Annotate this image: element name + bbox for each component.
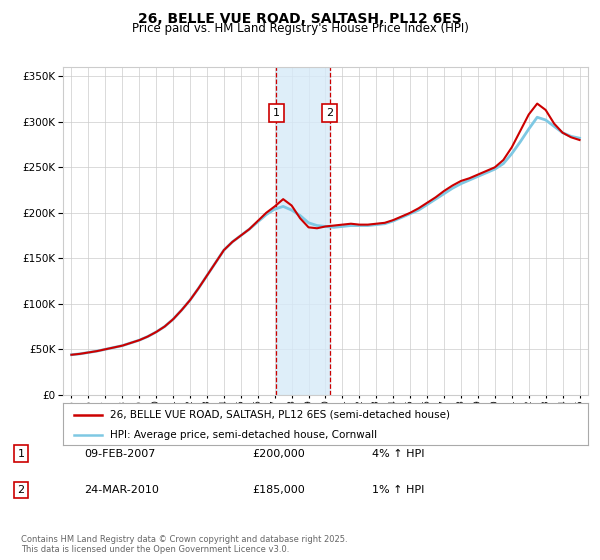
Text: £200,000: £200,000 (252, 449, 305, 459)
Text: 1: 1 (17, 449, 25, 459)
Text: 1% ↑ HPI: 1% ↑ HPI (372, 485, 424, 495)
Text: 4% ↑ HPI: 4% ↑ HPI (372, 449, 425, 459)
Text: Price paid vs. HM Land Registry's House Price Index (HPI): Price paid vs. HM Land Registry's House … (131, 22, 469, 35)
Bar (277, 67, 330, 395)
Text: 24-MAR-2010: 24-MAR-2010 (84, 485, 159, 495)
Text: 1: 1 (273, 108, 280, 118)
Text: 09-FEB-2007: 09-FEB-2007 (84, 449, 155, 459)
Text: 2: 2 (326, 108, 333, 118)
Text: 2: 2 (17, 485, 25, 495)
Text: 26, BELLE VUE ROAD, SALTASH, PL12 6ES (semi-detached house): 26, BELLE VUE ROAD, SALTASH, PL12 6ES (s… (110, 410, 450, 420)
Text: HPI: Average price, semi-detached house, Cornwall: HPI: Average price, semi-detached house,… (110, 430, 377, 440)
Text: Contains HM Land Registry data © Crown copyright and database right 2025.
This d: Contains HM Land Registry data © Crown c… (21, 535, 347, 554)
Text: 26, BELLE VUE ROAD, SALTASH, PL12 6ES: 26, BELLE VUE ROAD, SALTASH, PL12 6ES (138, 12, 462, 26)
Text: £185,000: £185,000 (252, 485, 305, 495)
